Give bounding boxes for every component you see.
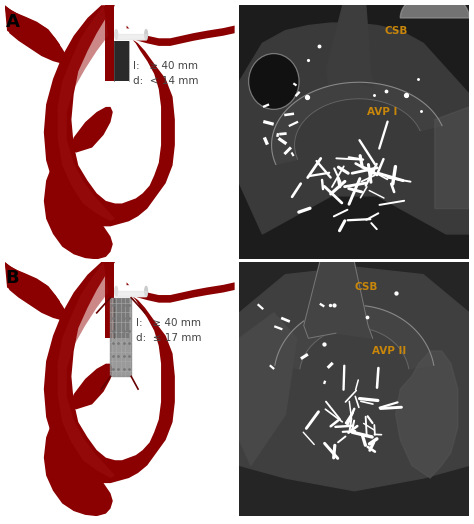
Polygon shape	[400, 0, 469, 18]
Polygon shape	[114, 298, 129, 339]
Text: AVP I: AVP I	[367, 107, 397, 117]
Polygon shape	[5, 262, 60, 309]
Ellipse shape	[116, 30, 146, 39]
Polygon shape	[105, 262, 114, 339]
Polygon shape	[272, 82, 442, 165]
FancyBboxPatch shape	[116, 29, 146, 40]
Polygon shape	[116, 291, 146, 296]
Text: B: B	[6, 269, 19, 287]
FancyBboxPatch shape	[116, 286, 146, 297]
Polygon shape	[116, 35, 146, 39]
Text: CSB: CSB	[384, 26, 407, 36]
Polygon shape	[44, 5, 175, 226]
Polygon shape	[58, 262, 115, 478]
Ellipse shape	[115, 287, 118, 296]
Polygon shape	[5, 5, 69, 64]
Text: l:   ≥ 40 mm: l: ≥ 40 mm	[134, 61, 199, 71]
Circle shape	[248, 53, 299, 110]
Ellipse shape	[116, 287, 146, 296]
Polygon shape	[435, 107, 469, 209]
Ellipse shape	[115, 30, 118, 39]
Polygon shape	[114, 41, 129, 81]
Polygon shape	[44, 107, 113, 259]
Text: d:  < 14 mm: d: < 14 mm	[134, 77, 199, 86]
Polygon shape	[304, 262, 373, 339]
Polygon shape	[327, 5, 373, 86]
Polygon shape	[275, 305, 434, 369]
Polygon shape	[396, 351, 458, 478]
Text: A: A	[6, 13, 19, 31]
Ellipse shape	[145, 287, 147, 296]
Polygon shape	[110, 298, 131, 376]
Text: CSB: CSB	[354, 282, 377, 292]
Polygon shape	[239, 267, 469, 490]
Text: d:  ≤ 17 mm: d: ≤ 17 mm	[136, 333, 201, 343]
Polygon shape	[239, 23, 469, 234]
Text: l:   ≥ 40 mm: l: ≥ 40 mm	[136, 318, 201, 328]
Polygon shape	[44, 262, 175, 483]
Polygon shape	[127, 26, 235, 46]
Text: AVP II: AVP II	[372, 346, 406, 356]
Polygon shape	[5, 5, 60, 52]
Ellipse shape	[145, 30, 147, 39]
Polygon shape	[127, 282, 235, 303]
Polygon shape	[239, 313, 297, 465]
Polygon shape	[58, 5, 115, 221]
Polygon shape	[105, 5, 114, 81]
Polygon shape	[5, 262, 69, 321]
Polygon shape	[44, 364, 113, 516]
